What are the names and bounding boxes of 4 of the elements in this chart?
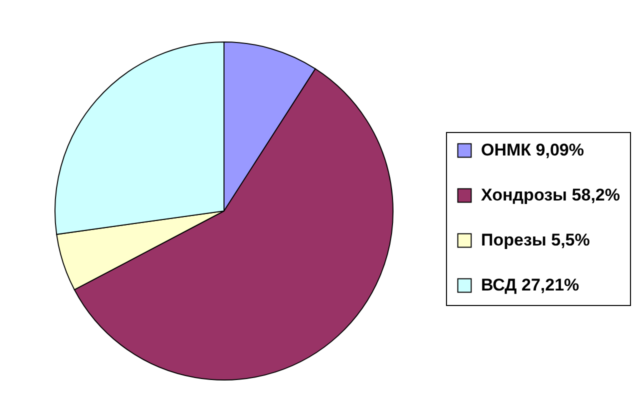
- legend-label: Хондрозы 58,2%: [481, 186, 620, 204]
- legend-label: Порезы 5,5%: [481, 230, 590, 250]
- legend-label: ВСД 27,21%: [481, 276, 580, 294]
- legend-label: ОНМК 9,09%: [481, 140, 584, 160]
